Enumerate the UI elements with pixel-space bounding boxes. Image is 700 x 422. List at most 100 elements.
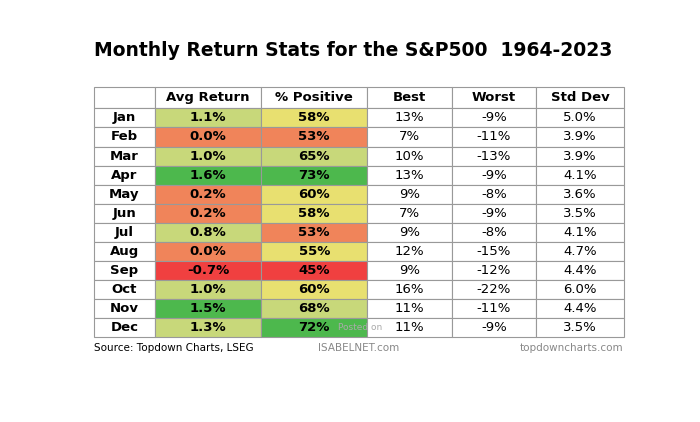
Text: -9%: -9% [481, 111, 507, 124]
Text: Source: Topdown Charts, LSEG: Source: Topdown Charts, LSEG [94, 343, 253, 353]
Text: 3.6%: 3.6% [564, 188, 597, 200]
Bar [261, 127, 368, 146]
Bar [261, 223, 368, 242]
Text: -15%: -15% [477, 245, 511, 258]
Bar [94, 87, 155, 108]
Text: 16%: 16% [395, 283, 424, 296]
Bar [536, 261, 624, 280]
Bar [452, 165, 536, 184]
Text: 12%: 12% [395, 245, 424, 258]
Text: Apr: Apr [111, 169, 137, 181]
Bar [536, 242, 624, 261]
Text: Feb: Feb [111, 130, 138, 143]
Text: Jan: Jan [113, 111, 136, 124]
Bar [155, 87, 261, 108]
Text: topdowncharts.com: topdowncharts.com [520, 343, 624, 353]
Text: 9%: 9% [399, 226, 420, 239]
Bar [368, 146, 452, 165]
Bar [452, 223, 536, 242]
Text: 72%: 72% [298, 321, 330, 334]
Bar [155, 223, 261, 242]
Bar [155, 299, 261, 318]
Text: Worst: Worst [472, 91, 516, 104]
Text: Jun: Jun [113, 207, 136, 220]
Text: 1.0%: 1.0% [190, 149, 226, 162]
Text: May: May [109, 188, 139, 200]
Bar [452, 261, 536, 280]
Bar [94, 280, 155, 299]
Text: 1.3%: 1.3% [190, 321, 226, 334]
Text: 4.4%: 4.4% [564, 264, 597, 277]
Text: 0.2%: 0.2% [190, 207, 226, 220]
Text: 58%: 58% [298, 207, 330, 220]
Text: 4.1%: 4.1% [564, 226, 597, 239]
Text: Jul: Jul [115, 226, 134, 239]
Bar [536, 127, 624, 146]
Bar [155, 184, 261, 204]
Text: 11%: 11% [395, 321, 424, 334]
Text: 0.2%: 0.2% [190, 188, 226, 200]
Text: Dec: Dec [111, 321, 139, 334]
Text: Best: Best [393, 91, 426, 104]
Text: 13%: 13% [395, 111, 424, 124]
Bar [536, 280, 624, 299]
Bar [155, 242, 261, 261]
Bar [155, 108, 261, 127]
Bar [155, 127, 261, 146]
Text: -9%: -9% [481, 321, 507, 334]
Bar [261, 108, 368, 127]
Text: Aug: Aug [110, 245, 139, 258]
Bar [536, 108, 624, 127]
Text: 7%: 7% [399, 130, 420, 143]
Text: % Positive: % Positive [275, 91, 353, 104]
Text: Oct: Oct [111, 283, 137, 296]
Bar [155, 146, 261, 165]
Bar [536, 146, 624, 165]
Bar [452, 87, 536, 108]
Text: 11%: 11% [395, 302, 424, 315]
Text: 9%: 9% [399, 188, 420, 200]
Text: ISABELNET.com: ISABELNET.com [318, 343, 400, 353]
Text: 45%: 45% [298, 264, 330, 277]
Text: Std Dev: Std Dev [551, 91, 610, 104]
Bar [452, 242, 536, 261]
Text: 55%: 55% [298, 245, 330, 258]
Text: 9%: 9% [399, 264, 420, 277]
Bar [94, 299, 155, 318]
Bar [368, 127, 452, 146]
Text: 13%: 13% [395, 169, 424, 181]
Bar [536, 204, 624, 223]
Text: 68%: 68% [298, 302, 330, 315]
Bar [536, 184, 624, 204]
Bar [261, 204, 368, 223]
Bar [155, 280, 261, 299]
Bar [368, 280, 452, 299]
Bar [94, 204, 155, 223]
Bar [261, 318, 368, 337]
Bar [155, 261, 261, 280]
Text: 65%: 65% [298, 149, 330, 162]
Text: 1.1%: 1.1% [190, 111, 226, 124]
Bar [452, 204, 536, 223]
Bar [94, 108, 155, 127]
Text: 7%: 7% [399, 207, 420, 220]
Bar [368, 242, 452, 261]
Bar [94, 223, 155, 242]
Text: Sep: Sep [111, 264, 139, 277]
Text: 0.0%: 0.0% [190, 245, 226, 258]
Bar [94, 165, 155, 184]
Text: 4.4%: 4.4% [564, 302, 597, 315]
Text: Monthly Return Stats for the S&P500  1964-2023: Monthly Return Stats for the S&P500 1964… [94, 41, 612, 60]
Text: -8%: -8% [481, 226, 507, 239]
Text: 3.5%: 3.5% [563, 321, 597, 334]
Bar [261, 299, 368, 318]
Bar [261, 184, 368, 204]
Bar [536, 299, 624, 318]
Bar [261, 87, 368, 108]
Text: 1.0%: 1.0% [190, 283, 226, 296]
Bar [452, 280, 536, 299]
Bar [155, 318, 261, 337]
Bar [94, 146, 155, 165]
Text: 10%: 10% [395, 149, 424, 162]
Bar [94, 318, 155, 337]
